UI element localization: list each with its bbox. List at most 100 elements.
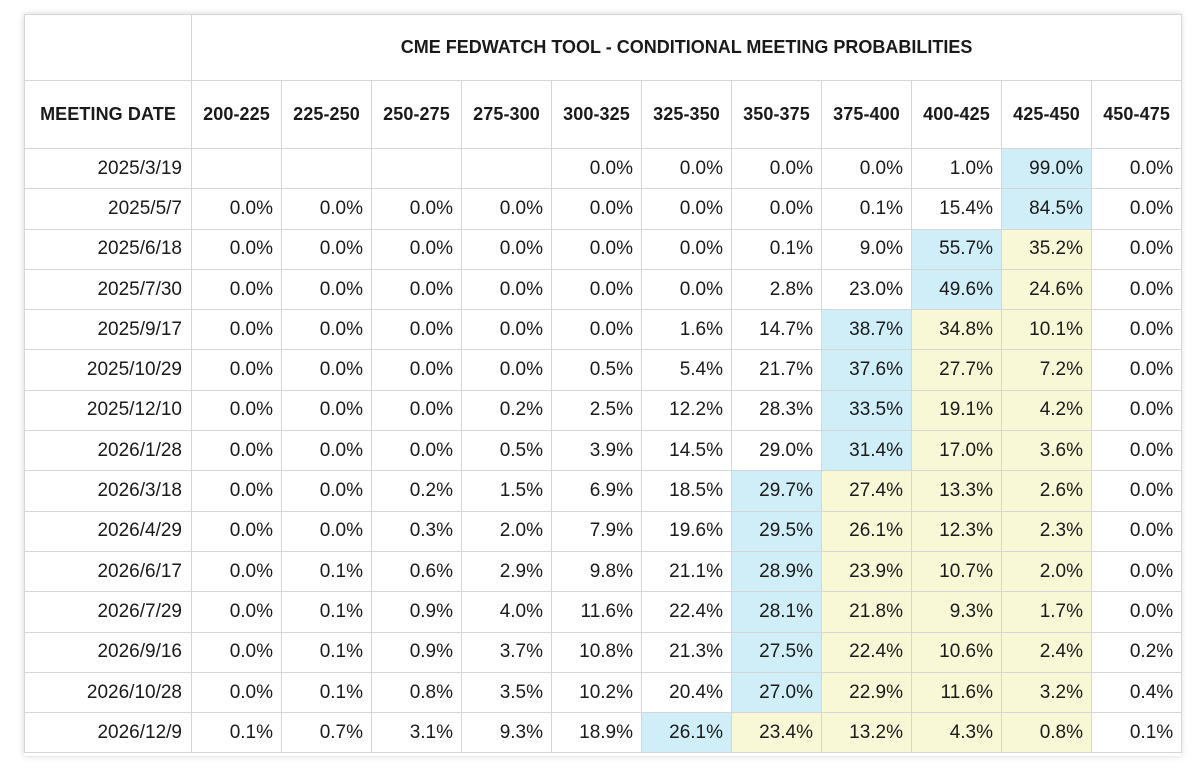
probability-cell: 7.9% [551, 510, 642, 552]
meeting-date-cell: 2026/1/28 [24, 430, 192, 472]
probability-cell: 1.5% [461, 470, 552, 512]
table-row: 2026/9/16 0.0% 0.1% 0.9% 3.7% 10.8% 21.3% 27.5%… [24, 631, 1183, 673]
meeting-date-cell: 2025/12/10 [24, 389, 192, 432]
table-row: 2026/12/9 0.1% 0.7% 3.1% 9.3% 18.9% 26.1% 23.4%… [24, 712, 1183, 754]
probability-cell: 0.7% [281, 712, 372, 754]
probability-cell: 19.6% [641, 510, 732, 552]
probability-cell: 27.4% [821, 470, 912, 512]
probability-cell: 1.7% [1001, 591, 1092, 633]
probability-cell: 17.0% [911, 430, 1002, 472]
table-row: 2025/5/7 0.0% 0.0% 0.0% 0.0% 0.0% 0.0% 0.0% 0.1%… [24, 188, 1183, 230]
probability-table: CME FEDWATCH TOOL - CONDITIONAL MEETING … [24, 14, 1183, 754]
probability-cell: 3.9% [551, 430, 642, 472]
probability-cell: 28.9% [731, 550, 822, 593]
probability-cell: 3.1% [371, 712, 462, 754]
column-header-range: 450-475 [1090, 80, 1183, 149]
table-row: 2026/1/28 0.0% 0.0% 0.0% 0.5% 3.9% 14.5% 29.0% 3… [24, 430, 1183, 472]
probability-cell: 0.0% [281, 389, 372, 432]
meeting-date-cell: 2025/6/18 [24, 228, 192, 270]
probability-cell: 13.3% [911, 470, 1002, 512]
probability-cell: 10.8% [551, 631, 642, 673]
probability-cell: 0.0% [641, 188, 732, 230]
probability-cell: 11.6% [911, 671, 1002, 714]
table-row: 2025/10/29 0.0% 0.0% 0.0% 0.0% 0.5% 5.4% 21.7% 3… [24, 349, 1183, 391]
probability-cell: 0.0% [1090, 430, 1183, 472]
probability-cell: 0.9% [371, 631, 462, 673]
probability-cell: 27.0% [731, 671, 822, 714]
column-header-range: 200-225 [191, 80, 282, 149]
probability-cell: 18.9% [551, 712, 642, 754]
probability-cell: 23.0% [821, 268, 912, 311]
probability-cell: 21.7% [731, 349, 822, 391]
meeting-date-cell: 2026/12/9 [24, 712, 192, 754]
table-row: 2025/3/19 0.0% 0.0% 0.0% 0.0% 1.0% 99.0% 0.0% [24, 147, 1183, 190]
probability-cell: 9.3% [911, 591, 1002, 633]
probability-cell: 38.7% [821, 309, 912, 351]
probability-cell: 0.0% [191, 631, 282, 673]
probability-cell: 0.0% [191, 470, 282, 512]
probability-cell [371, 147, 462, 190]
probability-cell: 0.8% [371, 671, 462, 714]
probability-cell: 2.3% [1001, 510, 1092, 552]
probability-cell: 0.0% [1090, 510, 1183, 552]
probability-cell: 35.2% [1001, 228, 1092, 270]
table-row: 2026/3/18 0.0% 0.0% 0.2% 1.5% 6.9% 18.5% 29.7% 2… [24, 470, 1183, 512]
probability-cell: 14.5% [641, 430, 732, 472]
probability-cell: 0.0% [281, 349, 372, 391]
column-header-range: 250-275 [371, 80, 462, 149]
title-row: CME FEDWATCH TOOL - CONDITIONAL MEETING … [24, 14, 1183, 81]
probability-cell: 0.0% [551, 309, 642, 351]
probability-cell: 0.1% [731, 228, 822, 270]
probability-cell: 0.0% [641, 268, 732, 311]
probability-cell: 0.0% [281, 470, 372, 512]
table-row: 2025/6/18 0.0% 0.0% 0.0% 0.0% 0.0% 0.0% 0.1% 9.0… [24, 228, 1183, 270]
probability-cell: 0.6% [371, 550, 462, 593]
probability-cell: 1.6% [641, 309, 732, 351]
probability-cell: 0.0% [191, 228, 282, 270]
probability-cell: 0.0% [281, 228, 372, 270]
probability-cell: 0.0% [371, 389, 462, 432]
probability-cell: 0.0% [191, 309, 282, 351]
probability-cell: 0.5% [551, 349, 642, 391]
probability-cell: 0.0% [191, 550, 282, 593]
probability-cell: 22.4% [641, 591, 732, 633]
probability-cell: 9.3% [461, 712, 552, 754]
column-header-range: 300-325 [551, 80, 642, 149]
probability-cell: 0.0% [191, 389, 282, 432]
probability-cell: 2.0% [461, 510, 552, 552]
probability-cell: 28.3% [731, 389, 822, 432]
probability-cell: 0.0% [1090, 228, 1183, 270]
table-row: 2026/7/29 0.0% 0.1% 0.9% 4.0% 11.6% 22.4% 28.1%… [24, 591, 1183, 633]
probability-cell: 0.0% [1090, 470, 1183, 512]
probability-cell: 0.0% [281, 309, 372, 351]
probability-cell: 0.0% [1090, 591, 1183, 633]
probability-cell: 0.0% [1090, 188, 1183, 230]
probability-cell: 0.4% [1090, 671, 1183, 714]
probability-cell: 0.0% [1090, 268, 1183, 311]
meeting-date-cell: 2026/7/29 [24, 591, 192, 633]
table-row: 2025/7/30 0.0% 0.0% 0.0% 0.0% 0.0% 0.0% 2.8% 23.… [24, 268, 1183, 311]
meeting-date-cell: 2026/6/17 [24, 550, 192, 593]
probability-cell: 0.9% [371, 591, 462, 633]
probability-cell: 2.5% [551, 389, 642, 432]
probability-cell: 0.1% [281, 631, 372, 673]
probability-cell: 34.8% [911, 309, 1002, 351]
probability-cell: 0.0% [371, 268, 462, 311]
probability-cell: 21.3% [641, 631, 732, 673]
probability-cell: 19.1% [911, 389, 1002, 432]
probability-cell: 11.6% [551, 591, 642, 633]
probability-cell: 0.0% [191, 591, 282, 633]
probability-cell: 10.1% [1001, 309, 1092, 351]
probability-cell: 28.1% [731, 591, 822, 633]
probability-cell: 23.9% [821, 550, 912, 593]
probability-cell: 0.0% [371, 349, 462, 391]
probability-cell: 2.6% [1001, 470, 1092, 512]
meeting-date-cell: 2025/7/30 [24, 268, 192, 311]
probability-cell: 49.6% [911, 268, 1002, 311]
header-row: MEETING DATE 200-225 225-250 250-275 275-30… [24, 80, 1183, 149]
probability-cell: 2.4% [1001, 631, 1092, 673]
probability-cell: 4.0% [461, 591, 552, 633]
probability-cell: 10.6% [911, 631, 1002, 673]
probability-cell: 0.0% [461, 268, 552, 311]
probability-cell: 14.7% [731, 309, 822, 351]
